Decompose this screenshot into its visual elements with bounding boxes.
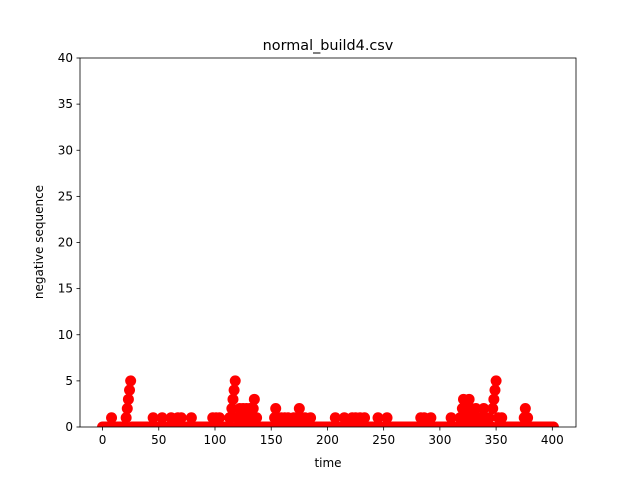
point xyxy=(329,412,341,424)
point xyxy=(425,412,437,424)
point xyxy=(496,412,508,424)
y-tick-label: 10 xyxy=(58,328,73,342)
point xyxy=(248,393,260,405)
point xyxy=(519,403,531,415)
point xyxy=(381,412,393,424)
point xyxy=(483,412,495,424)
point xyxy=(122,393,134,405)
point xyxy=(522,412,534,424)
point xyxy=(213,412,225,424)
point xyxy=(124,384,136,396)
y-tick-label: 0 xyxy=(65,420,73,434)
y-tick-label: 25 xyxy=(58,189,73,203)
point xyxy=(121,403,133,415)
point xyxy=(106,412,118,424)
point xyxy=(359,412,371,424)
x-tick-label: 300 xyxy=(428,433,451,447)
x-tick-label: 350 xyxy=(485,433,508,447)
plot-area xyxy=(97,375,559,427)
point xyxy=(247,403,259,415)
y-tick-label: 35 xyxy=(58,97,73,111)
x-tick-label: 250 xyxy=(372,433,395,447)
y-tick-label: 30 xyxy=(58,143,73,157)
x-tick-label: 0 xyxy=(99,433,107,447)
point xyxy=(226,403,238,415)
point xyxy=(120,412,132,424)
point xyxy=(488,393,500,405)
chart-title: normal_build4.csv xyxy=(263,38,394,54)
point xyxy=(229,375,241,387)
point xyxy=(470,403,482,415)
x-tick-label: 200 xyxy=(316,433,339,447)
x-tick-label: 100 xyxy=(204,433,227,447)
point xyxy=(463,393,475,405)
point xyxy=(445,412,457,424)
y-tick-label: 20 xyxy=(58,236,73,250)
point xyxy=(490,375,502,387)
y-tick-label: 15 xyxy=(58,282,73,296)
point xyxy=(305,412,317,424)
point xyxy=(156,412,168,424)
x-tick-label: 150 xyxy=(260,433,283,447)
point xyxy=(175,412,187,424)
point xyxy=(293,403,305,415)
x-tick-label: 50 xyxy=(151,433,166,447)
point xyxy=(338,412,350,424)
y-axis-label: negative sequence xyxy=(32,185,46,299)
point xyxy=(185,412,197,424)
point xyxy=(487,403,499,415)
x-tick-label: 400 xyxy=(541,433,564,447)
point xyxy=(147,412,159,424)
point xyxy=(547,421,559,427)
point xyxy=(489,384,501,396)
x-axis-label: time xyxy=(314,456,341,470)
point xyxy=(125,375,137,387)
point xyxy=(478,403,490,415)
point xyxy=(372,412,384,424)
axes-frame xyxy=(79,57,577,428)
point xyxy=(227,393,239,405)
point xyxy=(228,384,240,396)
y-tick-label: 5 xyxy=(65,374,73,388)
point xyxy=(251,412,263,424)
point xyxy=(270,403,282,415)
y-tick-label: 40 xyxy=(58,51,73,65)
